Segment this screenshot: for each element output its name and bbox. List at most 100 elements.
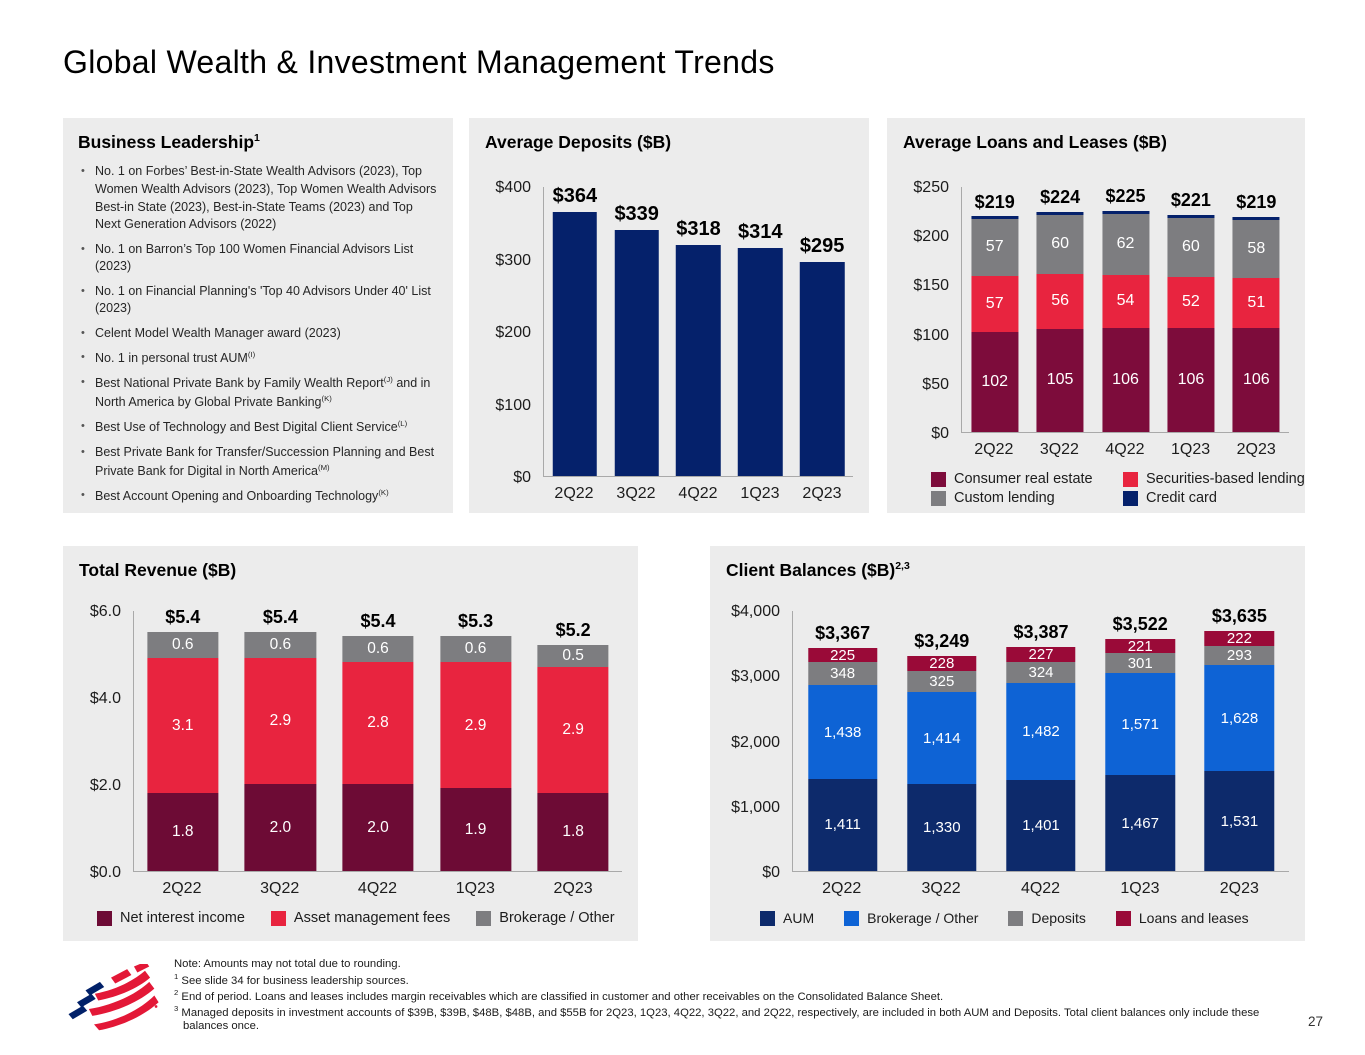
y-axis: $0.0 $2.0 $4.0 $6.0 — [79, 604, 133, 881]
category-label: 4Q22 — [1020, 880, 1061, 897]
page-number: 27 — [1307, 1014, 1323, 1029]
legend-label: Consumer real estate — [954, 471, 1093, 487]
bar-segment — [614, 230, 659, 476]
legend: Consumer real estate Securities-based len… — [931, 471, 1305, 506]
legend-label: Brokerage / Other — [867, 910, 979, 926]
bar-segment-label: 102 — [981, 372, 1009, 390]
bar-stack: 106 54 62 — [1101, 210, 1150, 432]
category-label: 2Q23 — [1236, 441, 1276, 458]
bar-segment-label: 301 — [1127, 654, 1153, 672]
bullet-item: No. 1 on Financial Planning's 'Top 40 Ad… — [78, 283, 438, 319]
legend-swatch — [1115, 910, 1131, 926]
legend-swatch — [1123, 490, 1138, 506]
bar: 2.0 2.8 0.6 $5.4 — [329, 611, 427, 871]
bar-segment: 1,467 — [1105, 775, 1175, 871]
bar-segment: 1,330 — [907, 784, 977, 871]
plot-area: 1,411 1,438 348 225 $3,367 1,330 1,414 325 228 $3… — [792, 607, 1289, 872]
bar-segment-label: 324 — [1028, 663, 1054, 681]
bar-segment: 2.9 — [439, 662, 512, 789]
bar-segment: 301 — [1105, 653, 1175, 673]
bar-stack — [676, 245, 721, 476]
y-axis-tick-label: $0 — [762, 864, 780, 881]
legend-label: Brokerage / Other — [499, 910, 615, 926]
bar-segment — [1167, 214, 1215, 218]
bar-value-label: $219 — [974, 191, 1015, 212]
bar-stack — [799, 262, 845, 476]
bar-segment — [676, 245, 721, 476]
legend-label: Asset management fees — [293, 910, 451, 926]
bar-segment-label: 60 — [1051, 235, 1070, 253]
legend-label: Custom lending — [954, 490, 1055, 506]
bar-segment-label: 2.0 — [269, 818, 292, 836]
bar-segment: 1.8 — [147, 792, 219, 871]
bar-segment — [1036, 211, 1084, 215]
total-revenue-chart: $0.0 $2.0 $4.0 $6.0 1.8 3.1 0.6 $5.4 2.0 2.9 0.6 $5… — [63, 604, 638, 926]
bar-segment: 60 — [1036, 214, 1084, 274]
bar-stack: 1.8 2.9 0.5 — [537, 644, 609, 871]
bar: 105 56 60 $224 — [1027, 187, 1092, 432]
bullet-item: Best Account Opening and Onboarding Tech… — [78, 487, 438, 506]
bar-segment: 2.9 — [537, 666, 609, 793]
category-label: 3Q22 — [616, 485, 656, 502]
bar: 1.8 2.9 0.5 $5.2 — [524, 611, 622, 871]
bar-segment: 2.0 — [244, 784, 317, 871]
bar-stack: 1,330 1,414 325 228 — [907, 654, 977, 871]
category-label: 3Q22 — [921, 880, 961, 897]
chart-plot-row: $0 $1,000 $2,000 $3,000 $4,000 1,411 1,438 348 2… — [726, 604, 1289, 881]
footer: Note: Amounts may not total due to round… — [60, 958, 1284, 1034]
bar-segment: 293 — [1204, 645, 1275, 665]
y-axis-tick-label: $1,000 — [731, 798, 780, 816]
bar-stack: 106 52 60 — [1167, 214, 1215, 432]
bullet-item: No. 1 on Barron’s Top 100 Women Financia… — [78, 241, 438, 277]
bar: 1,330 1,414 325 228 $3,249 — [892, 611, 991, 871]
category-label: 2Q22 — [554, 485, 594, 502]
bar-segment-label: 1,482 — [1022, 722, 1060, 740]
footnotes: Note: Amounts may not total due to round… — [174, 958, 1284, 1034]
bar-value-label: $225 — [1105, 185, 1146, 206]
bar-value-label: $295 — [799, 235, 845, 258]
bar-segment: 227 — [1006, 647, 1076, 662]
legend: AUM Brokerage / Other Deposits Loans and le… — [760, 910, 1289, 926]
bar-segment: 54 — [1101, 274, 1150, 328]
bar-segment-label: 3.1 — [172, 716, 194, 734]
y-axis-tick-label: $400 — [495, 179, 531, 196]
bar-value-label: $5.3 — [458, 611, 494, 632]
y-axis-tick-label: $100 — [913, 326, 949, 344]
bar-stack: 106 51 58 — [1232, 216, 1280, 432]
bar-segment: 0.6 — [342, 636, 414, 663]
bar-value-label: $5.2 — [555, 619, 591, 640]
bar-segment-label: 106 — [1112, 370, 1139, 388]
bar-segment: 1.8 — [537, 792, 609, 871]
business-leadership-title: Business Leadership1 — [78, 132, 260, 152]
bar-segment-label: 348 — [830, 665, 856, 683]
bar: 1,531 1,628 293 222 $3,635 — [1190, 607, 1289, 871]
bar-value-label: $3,635 — [1211, 606, 1267, 627]
plot-area: $364 $339 $318 $314 $295 — [543, 186, 853, 477]
bar-segment: 1,531 — [1204, 771, 1275, 871]
bar: $314 — [729, 187, 791, 476]
bar-segment: 57 — [971, 219, 1019, 276]
bar-segment-label: 0.6 — [367, 640, 389, 658]
bar: 1,467 1,571 301 221 $3,522 — [1091, 611, 1190, 871]
category-label: 2Q22 — [974, 441, 1014, 458]
average-loans-chart: $0 $50 $100 $150 $200 $250 102 57 57 $219 105 56 60 $… — [887, 180, 1305, 507]
bar-segment-label: 1,531 — [1220, 812, 1259, 830]
bar: 1,401 1,482 324 227 $3,387 — [991, 611, 1090, 871]
bar-segment-label: 293 — [1226, 646, 1252, 664]
bar-segment: 0.5 — [537, 644, 609, 667]
bar-stack — [614, 230, 659, 476]
bar-segment: 3.1 — [147, 657, 219, 793]
bar: 106 54 62 $225 — [1093, 187, 1158, 432]
bar-stack: 1,401 1,482 324 227 — [1006, 647, 1076, 871]
bar-segment: 56 — [1036, 273, 1084, 329]
bar-segment: 0.6 — [147, 631, 219, 658]
legend-label: AUM — [783, 910, 815, 926]
bar-segment-label: 0.6 — [464, 640, 487, 658]
bar-value-label: $339 — [614, 203, 659, 226]
legend-label: Net interest income — [120, 910, 245, 926]
bar-segment-label: 1,414 — [923, 729, 961, 747]
bar-segment: 52 — [1167, 276, 1215, 328]
bar-segment-label: 228 — [929, 654, 955, 672]
client-balances-title: Client Balances ($B)2,3 — [726, 560, 910, 580]
